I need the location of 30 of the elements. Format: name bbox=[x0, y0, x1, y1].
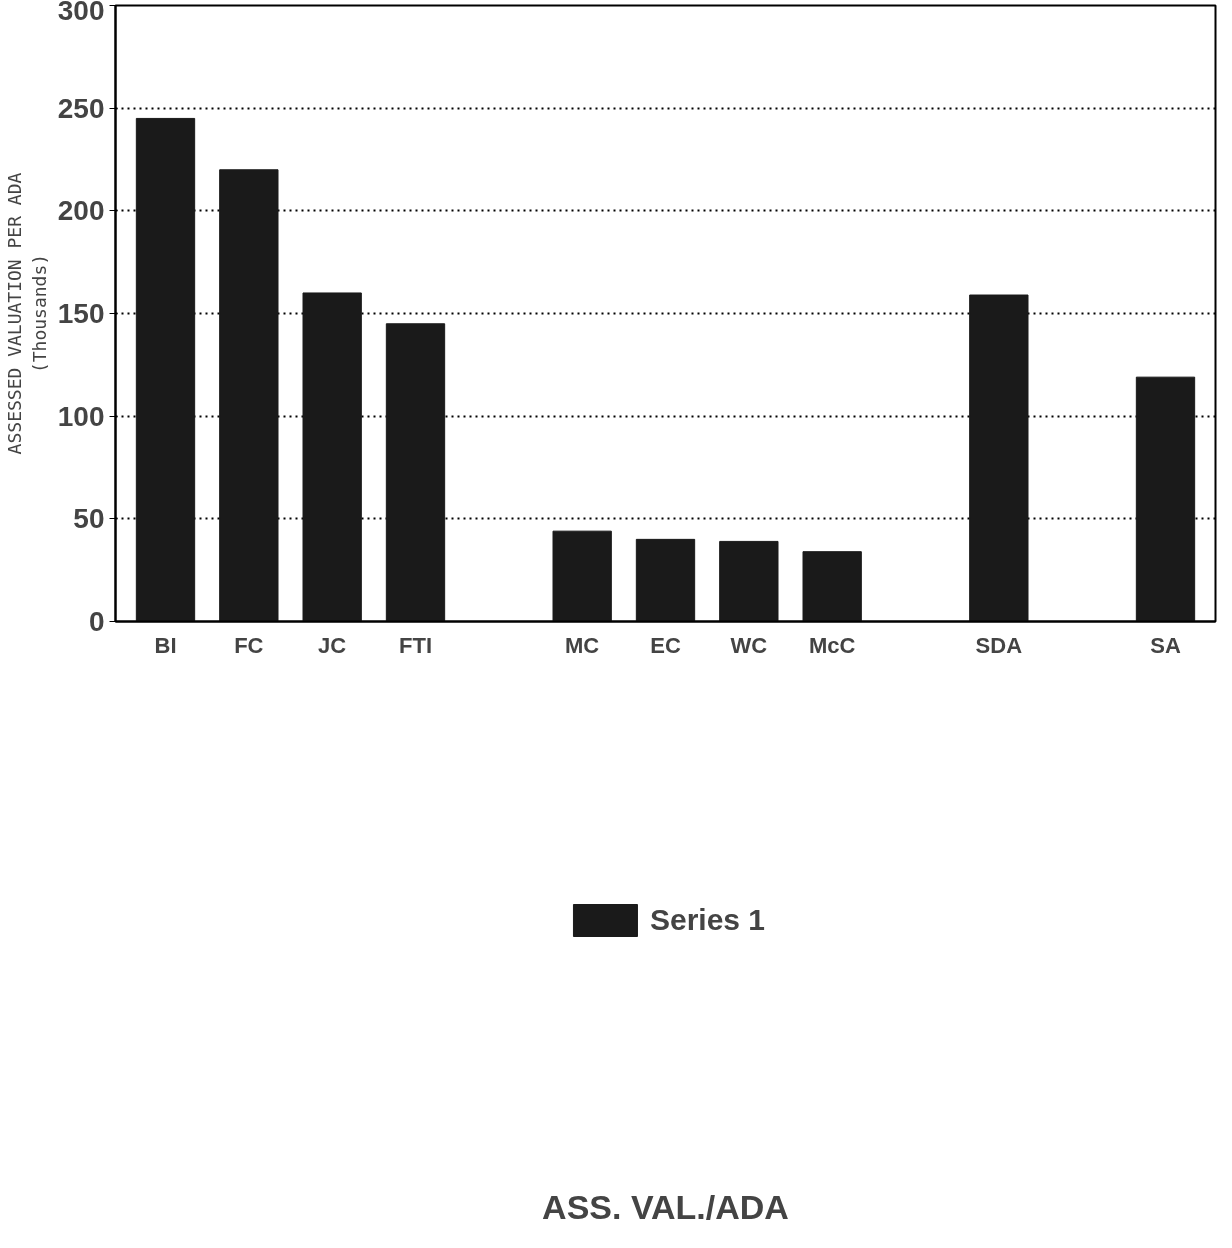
bar bbox=[802, 551, 862, 622]
y-tick-label: 250 bbox=[57, 92, 105, 124]
bar bbox=[302, 292, 362, 622]
bar bbox=[219, 169, 279, 622]
x-tick-label: SDA bbox=[975, 632, 1023, 658]
bar bbox=[635, 538, 696, 622]
bar bbox=[385, 323, 446, 622]
x-tick-label: JC bbox=[318, 632, 347, 658]
text: ASS. VAL./ADA bbox=[542, 1187, 789, 1226]
x-tick-label: SA bbox=[1150, 632, 1181, 658]
y-tick-label: 150 bbox=[57, 298, 105, 329]
x-tick-label: BI bbox=[154, 632, 177, 658]
y-axis-title: ASSESSED VALUATION PER ADA (Thousands) bbox=[3, 172, 50, 455]
bar bbox=[1135, 376, 1196, 622]
x-tick-label: EC bbox=[650, 632, 681, 658]
bar bbox=[969, 294, 1029, 622]
bar bbox=[135, 117, 196, 622]
y-tick-label: 50 bbox=[73, 503, 105, 535]
x-tick-label: FTI bbox=[399, 632, 433, 658]
legend-label: Series 1 bbox=[649, 903, 766, 937]
x-tick-label: McC bbox=[808, 632, 856, 658]
y-tick-label: 0 bbox=[88, 606, 105, 637]
bar bbox=[552, 530, 612, 622]
x-tick-label: FC bbox=[234, 632, 264, 658]
y-tick-label: 300 bbox=[57, 0, 105, 26]
bar bbox=[719, 540, 779, 622]
y-tick-label: 200 bbox=[57, 195, 105, 227]
x-tick-label: MC bbox=[565, 632, 600, 658]
y-tick-label: 100 bbox=[57, 400, 105, 432]
x-tick-label: WC bbox=[730, 632, 768, 658]
